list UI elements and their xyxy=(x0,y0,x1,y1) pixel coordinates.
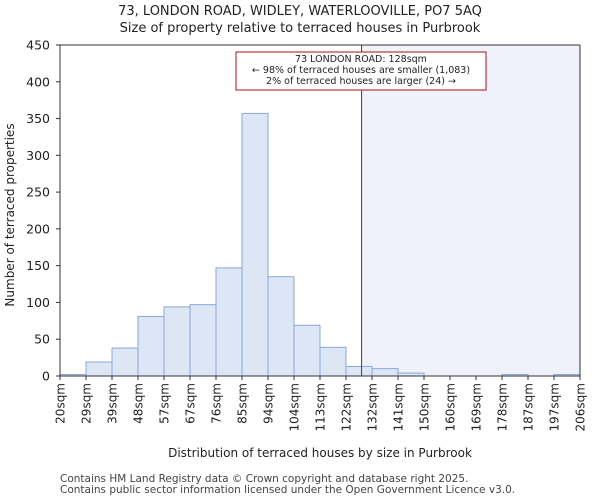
bar-94sqm xyxy=(267,276,295,377)
x-tick-label: 206sqm xyxy=(574,383,588,431)
x-tick-label: 132sqm xyxy=(366,383,380,431)
bar-29sqm xyxy=(85,361,113,377)
y-tick-label: 250 xyxy=(26,185,50,200)
x-tick-label: 57sqm xyxy=(158,383,172,424)
y-tick-label: 200 xyxy=(26,221,50,236)
x-tick-label: 113sqm xyxy=(314,383,328,431)
chart-title-line1: 73, LONDON ROAD, WIDLEY, WATERLOOVILLE, … xyxy=(118,4,482,19)
y-tick-label: 150 xyxy=(26,258,50,273)
x-tick-label: 160sqm xyxy=(444,383,458,431)
y-tick-label: 350 xyxy=(26,111,50,126)
y-tick-label: 50 xyxy=(34,332,50,347)
y-tick-label: 400 xyxy=(26,74,50,89)
x-tick-label: 178sqm xyxy=(496,383,510,431)
y-tick-label: 300 xyxy=(26,148,50,163)
x-tick-label: 76sqm xyxy=(210,383,224,424)
x-tick-label: 150sqm xyxy=(418,383,432,431)
bar-48sqm xyxy=(137,315,165,377)
annotation-larger: 2% of terraced houses are larger (24) → xyxy=(266,76,456,87)
footer-licence: Contains public sector information licen… xyxy=(60,484,516,496)
y-tick-label: 450 xyxy=(26,38,50,53)
annotation-smaller: ← 98% of terraced houses are smaller (1,… xyxy=(252,65,470,76)
x-tick-label: 20sqm xyxy=(54,383,68,424)
x-tick-label: 122sqm xyxy=(340,383,354,431)
x-axis-label: Distribution of terraced houses by size … xyxy=(168,446,472,460)
bar-76sqm xyxy=(215,267,243,377)
x-tick-label: 94sqm xyxy=(262,383,276,424)
x-tick-label: 39sqm xyxy=(106,383,120,424)
x-tick-label: 48sqm xyxy=(132,383,146,424)
x-tick-label: 141sqm xyxy=(392,383,406,431)
x-tick-label: 29sqm xyxy=(80,383,94,424)
annotation-title: 73 LONDON ROAD: 128sqm xyxy=(295,54,427,65)
y-axis-label: Number of terraced properties xyxy=(3,123,17,306)
x-tick-label: 169sqm xyxy=(470,383,484,431)
x-tick-label: 85sqm xyxy=(236,383,250,424)
y-tick-label: 0 xyxy=(42,369,50,384)
bar-39sqm xyxy=(111,347,139,377)
chart-title-line2: Size of property relative to terraced ho… xyxy=(119,21,481,36)
highlight-region xyxy=(361,45,580,376)
bar-104sqm xyxy=(293,324,321,377)
bar-132sqm xyxy=(371,368,399,377)
bar-113sqm xyxy=(319,346,347,377)
x-tick-label: 197sqm xyxy=(548,383,562,431)
x-tick-label: 104sqm xyxy=(288,383,302,431)
bar-57sqm xyxy=(163,306,191,377)
x-tick-label: 187sqm xyxy=(522,383,536,431)
annotation-box xyxy=(235,51,487,91)
footer-copyright: Contains HM Land Registry data © Crown c… xyxy=(60,473,469,485)
bar-122sqm xyxy=(345,365,373,377)
bar-85sqm xyxy=(241,112,269,377)
bar-67sqm xyxy=(189,304,217,377)
y-tick-label: 100 xyxy=(26,295,50,310)
x-tick-label: 67sqm xyxy=(184,383,198,424)
